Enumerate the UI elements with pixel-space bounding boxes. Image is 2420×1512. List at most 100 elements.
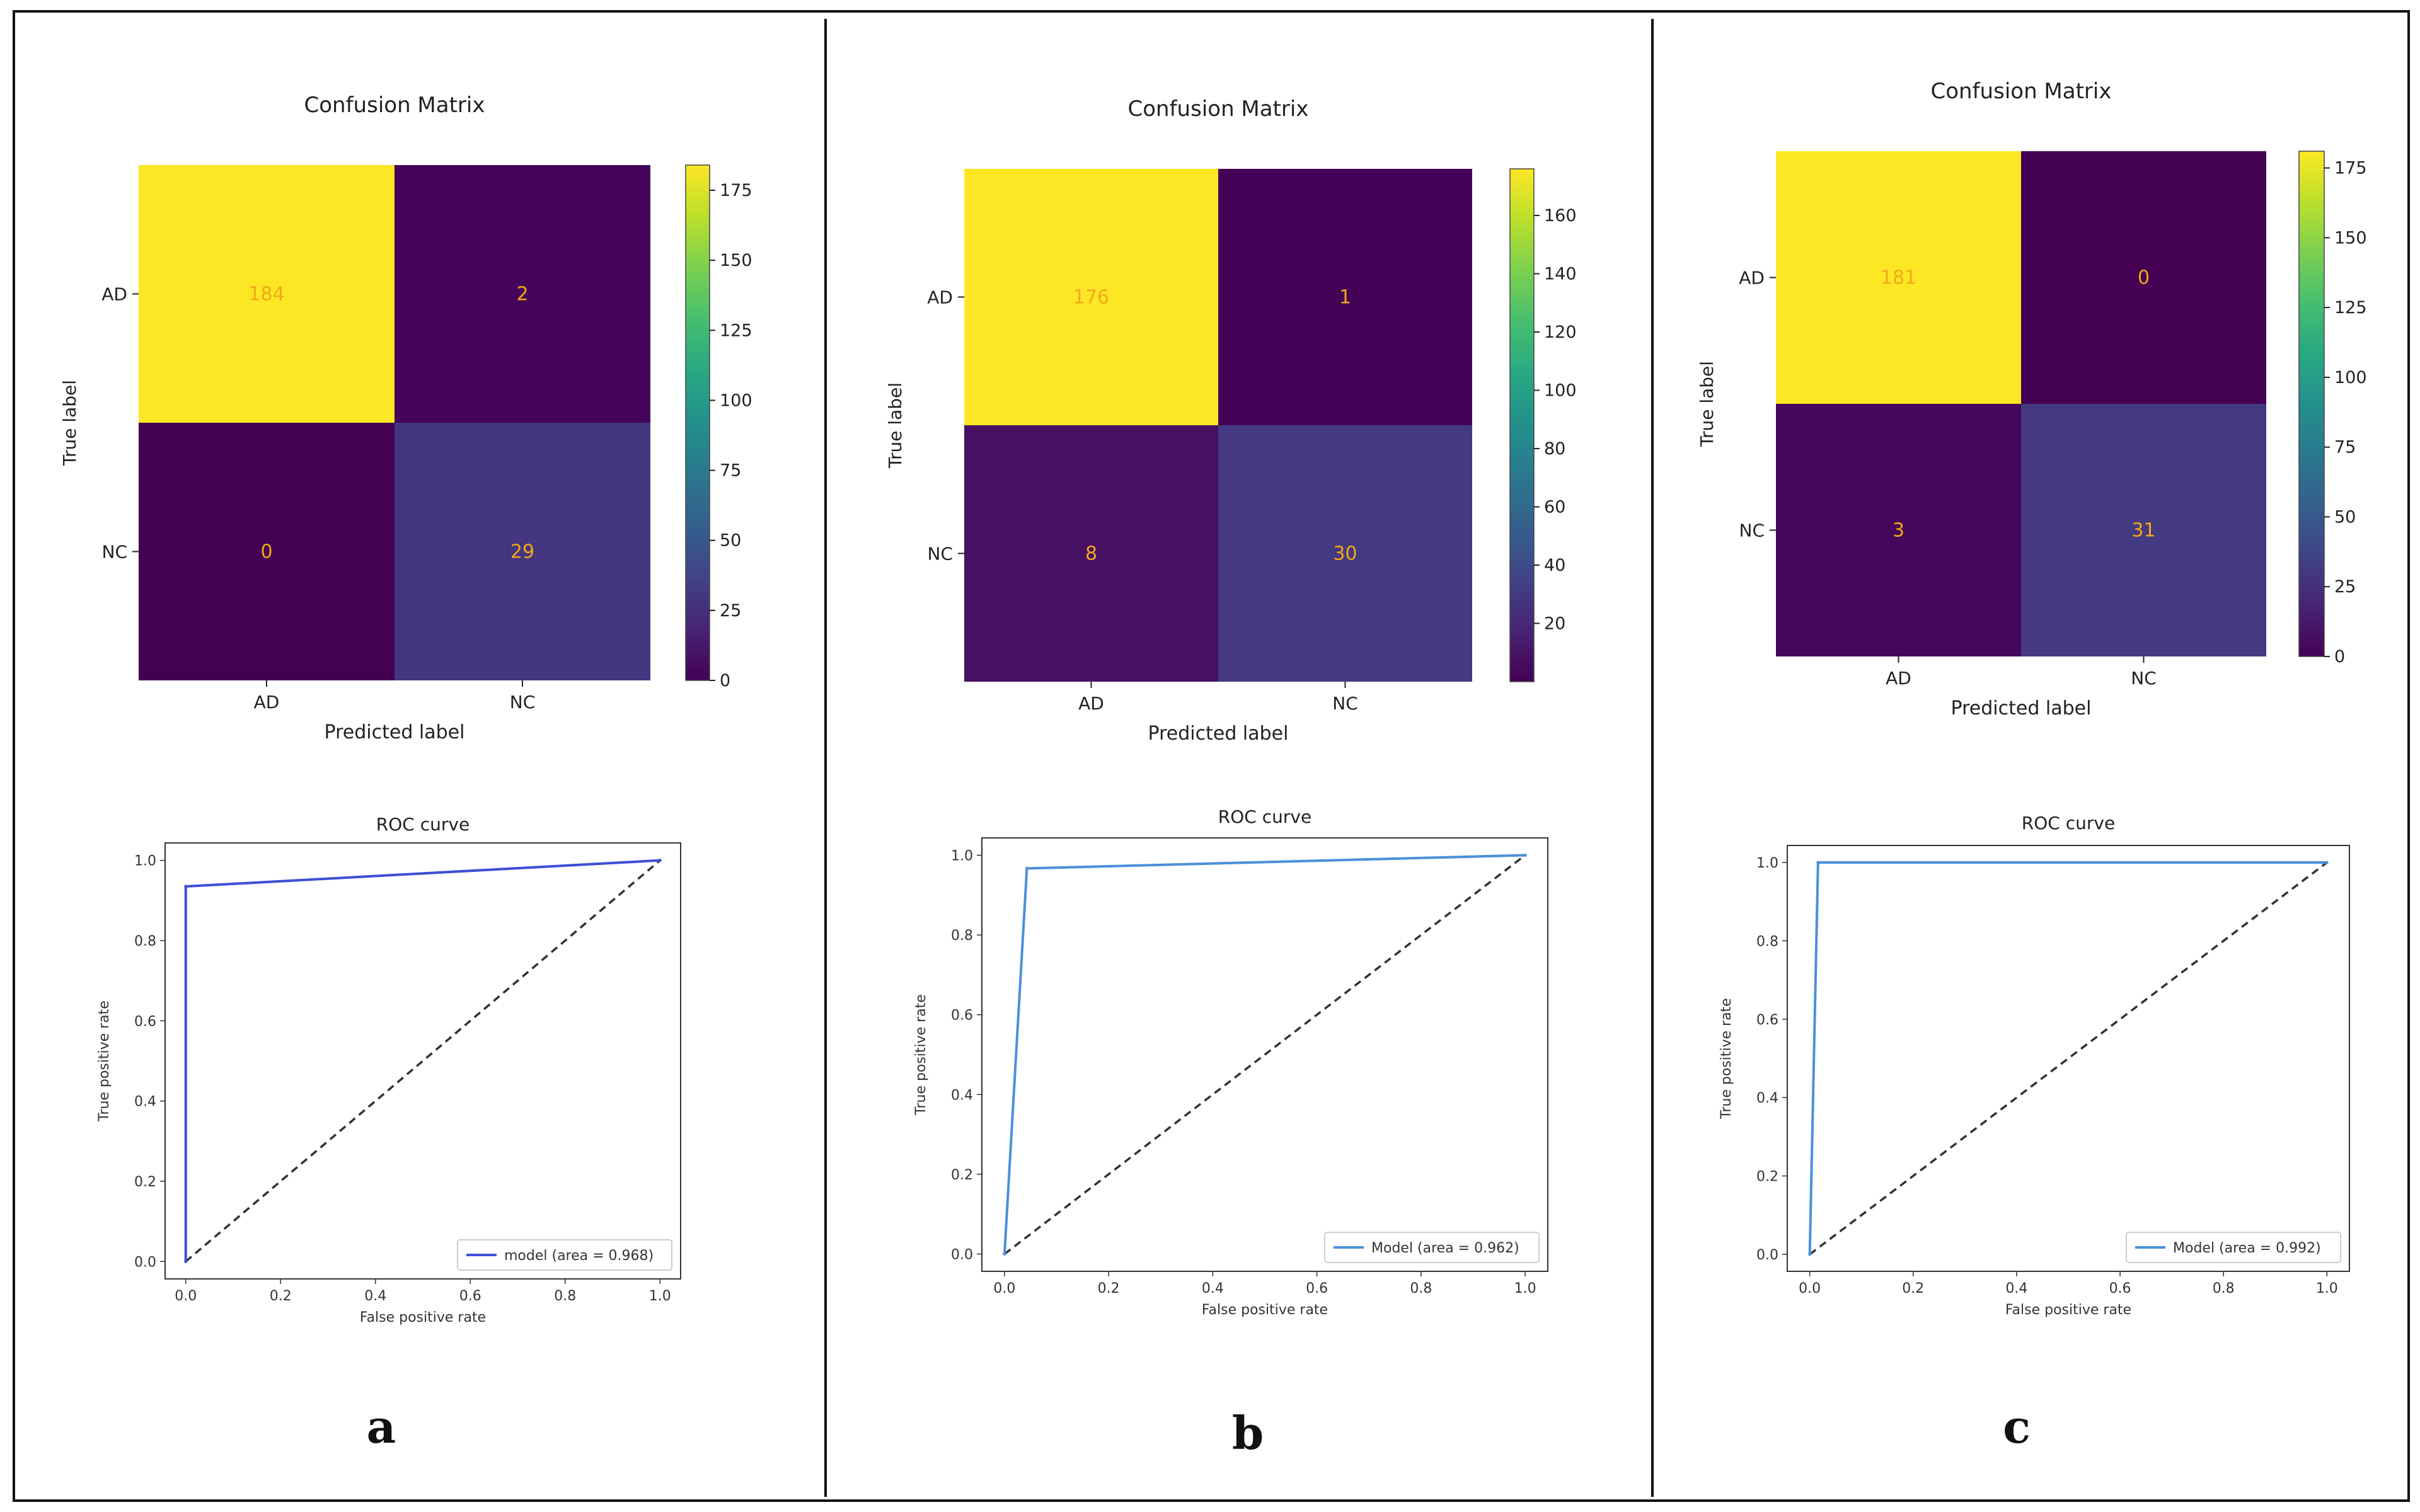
cell-value: 0	[260, 541, 272, 563]
y-axis-label: True label	[885, 382, 906, 469]
roc-title: ROC curve	[376, 814, 470, 835]
roc-point	[1003, 1252, 1006, 1256]
y-tick-label: NC	[928, 544, 954, 564]
x-tick-label: 0.2	[1098, 1281, 1120, 1297]
x-axis-label: False positive rate	[2005, 1302, 2131, 1318]
colorbar-tick-label: 100	[720, 391, 752, 410]
x-tick-label: 0.8	[1410, 1281, 1432, 1297]
y-tick-label: 0.2	[1756, 1169, 1778, 1185]
legend-box	[457, 1239, 672, 1271]
cell-value: 0	[2138, 267, 2150, 289]
panel-letter: c	[2003, 1400, 2031, 1453]
y-axis-label: True positive rate	[913, 994, 929, 1116]
colorbar-tick-label: 120	[1544, 323, 1577, 342]
colorbar-tick-label: 0	[2334, 647, 2345, 667]
confusion-title: Confusion Matrix	[1931, 79, 2112, 104]
colorbar-tick-label: 160	[1544, 206, 1577, 226]
y-tick-label: 0.8	[951, 928, 973, 944]
roc-point	[184, 885, 188, 888]
cell-value: 31	[2131, 520, 2155, 542]
cell-value: 8	[1085, 543, 1097, 565]
roc-title: ROC curve	[2022, 813, 2115, 833]
roc-legend: Model (area = 0.992)	[2126, 1232, 2341, 1263]
x-tick-label: NC	[2131, 668, 2157, 689]
colorbar-tick-label: 60	[1544, 498, 1565, 517]
y-tick-label: 0.6	[951, 1008, 973, 1024]
x-tick-label: 0.6	[459, 1288, 481, 1304]
colorbar-tick-label: 125	[2334, 298, 2367, 318]
panel-c: Confusion Matrix 181 0 3 31 AD AD NC NC Predicted…	[1697, 79, 2367, 1453]
panel-letter: b	[1232, 1406, 1264, 1460]
matrix-cell	[395, 423, 650, 680]
roc-point	[1523, 854, 1527, 857]
y-axis-label: True positive rate	[1719, 998, 1734, 1120]
matrix-cell	[139, 423, 395, 680]
colorbar-tick-label: 80	[1544, 439, 1565, 459]
colorbar	[1509, 168, 1535, 682]
x-axis-label: False positive rate	[360, 1310, 486, 1326]
matrix-cell	[1776, 151, 2021, 404]
x-tick-label: 1.0	[1514, 1281, 1536, 1297]
colorbar	[685, 164, 710, 681]
matrix-cell	[2021, 404, 2266, 656]
matrix-cell	[964, 169, 1218, 425]
x-tick-label: AD	[254, 692, 280, 713]
roc-point	[1808, 1252, 1812, 1256]
y-tick-label: AD	[927, 287, 953, 308]
x-axis-label: False positive rate	[1202, 1302, 1328, 1318]
matrix-cell	[2021, 151, 2266, 404]
colorbar-tick-label: 125	[720, 321, 752, 340]
roc-point	[1025, 866, 1028, 870]
x-tick-label: 0.0	[993, 1281, 1015, 1297]
colorbar-tick-label: 75	[720, 461, 741, 481]
x-tick-label: 0.4	[364, 1288, 386, 1304]
legend-box	[2126, 1232, 2341, 1263]
cell-value: 30	[1333, 543, 1357, 565]
matrix-cell	[1776, 404, 2021, 656]
roc-point	[2325, 861, 2329, 864]
roc-legend: model (area = 0.968)	[457, 1239, 672, 1271]
x-tick-label: NC	[1332, 693, 1358, 714]
cell-value: 1	[1339, 287, 1351, 309]
x-tick-label: 0.8	[554, 1288, 576, 1304]
cell-value: 29	[510, 541, 534, 563]
x-tick-label: 0.2	[1902, 1281, 1924, 1297]
colorbar-tick-label: 175	[2334, 159, 2367, 178]
panel-letter: a	[367, 1400, 396, 1453]
colorbar-tick-label: 25	[2334, 577, 2356, 597]
y-tick-label: 0.4	[134, 1094, 156, 1110]
colorbar-tick-label: 50	[720, 531, 741, 551]
colorbar-tick-label: 20	[1544, 614, 1565, 634]
colorbar-tick-label: 150	[720, 251, 752, 270]
x-tick-label: 1.0	[649, 1288, 671, 1304]
y-tick-label: 0.2	[134, 1174, 156, 1190]
y-axis-label: True label	[1697, 361, 1717, 447]
y-tick-label: 0.8	[134, 934, 156, 949]
cell-value: 181	[1881, 267, 1916, 289]
roc-title: ROC curve	[1218, 806, 1311, 827]
x-tick-label: NC	[510, 692, 536, 713]
legend-box	[1324, 1232, 1540, 1263]
matrix-cell	[1218, 169, 1472, 425]
y-tick-label: 0.6	[134, 1014, 156, 1029]
x-tick-label: 0.6	[2109, 1281, 2131, 1297]
y-tick-label: 0.0	[1756, 1247, 1778, 1263]
colorbar-tick-label: 100	[1544, 381, 1577, 401]
colorbar-tick-label: 175	[720, 181, 752, 200]
y-tick-label: 0.0	[134, 1254, 156, 1270]
x-tick-label: 0.4	[1202, 1281, 1224, 1297]
legend-label: model (area = 0.968)	[504, 1248, 654, 1264]
colorbar-tick-label: 140	[1544, 265, 1577, 284]
roc-chart: ROC curve 0.0 0.2 0.4 0.6 0.8 1.0 0.0 0.2 0.4 0.6 0…	[96, 814, 681, 1326]
chance-diagonal	[1003, 854, 1526, 1255]
y-tick-label: 1.0	[1756, 856, 1778, 871]
y-tick-label: AD	[101, 284, 127, 305]
y-tick-label: NC	[1739, 520, 1765, 541]
y-axis-label: True positive rate	[96, 1000, 112, 1122]
colorbar-tick-label: 50	[2334, 507, 2356, 527]
y-tick-label: NC	[102, 542, 128, 563]
matrix-cell	[395, 165, 650, 423]
x-axis-label: Predicted label	[325, 721, 465, 743]
x-tick-label: 0.6	[1306, 1281, 1328, 1297]
